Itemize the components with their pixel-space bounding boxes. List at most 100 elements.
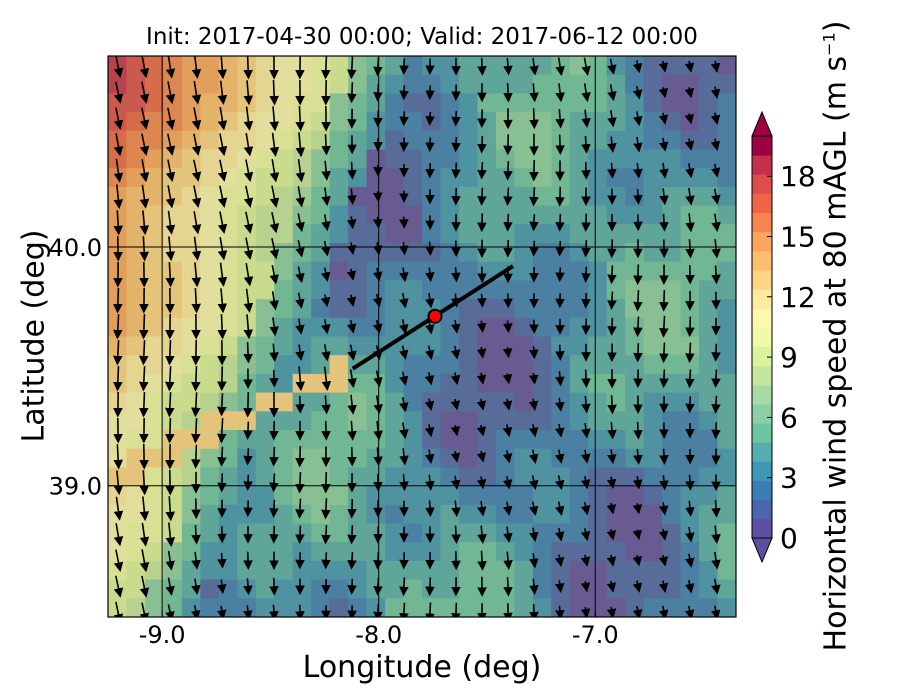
wind-vector (191, 236, 202, 261)
field-cell (662, 336, 682, 356)
wind-vector (581, 422, 591, 439)
field-cell (680, 542, 700, 562)
field-cell (440, 74, 460, 94)
wind-vector (191, 185, 202, 208)
field-cell (403, 598, 423, 617)
field-cell (717, 373, 736, 394)
cross-section-marker (427, 308, 443, 324)
wind-vector (399, 577, 409, 597)
wind-vector (243, 211, 254, 234)
wind-vector (165, 185, 176, 209)
wind-vector (321, 214, 331, 232)
wind-vector (606, 528, 617, 541)
wind-vector (295, 106, 305, 132)
field-cell (126, 130, 146, 151)
wind-vector (269, 159, 280, 183)
wind-vector (555, 371, 565, 387)
field-cell (588, 430, 608, 450)
field-cell (163, 392, 183, 412)
field-cell (514, 486, 534, 506)
field-cell (218, 467, 238, 487)
wind-vector (398, 371, 409, 386)
wind-vector (243, 106, 254, 131)
field-cell (532, 486, 552, 506)
wind-vector (658, 580, 669, 593)
field-cell (329, 542, 349, 562)
field-cell (422, 74, 442, 94)
field-cell (385, 355, 405, 375)
field-cell (514, 317, 534, 338)
field-cell (144, 224, 165, 244)
wind-vector (528, 372, 539, 385)
field-cell (422, 205, 442, 225)
field-cell (200, 542, 220, 562)
field-cell (144, 486, 165, 506)
wind-vector (217, 366, 227, 392)
field-cell (144, 430, 165, 450)
wind-vector (685, 500, 695, 517)
field-cell (422, 411, 442, 431)
wind-vector (347, 420, 357, 441)
field-cell (329, 224, 349, 244)
field-cell (514, 205, 534, 225)
wind-vector (477, 213, 487, 233)
wind-vector (476, 398, 487, 411)
wind-vector (606, 606, 617, 617)
wind-vector (607, 239, 617, 259)
wind-vector (451, 111, 461, 127)
wind-vector (321, 56, 331, 80)
colorbar-segment (752, 270, 772, 290)
wind-vector (658, 501, 669, 516)
wind-vector (217, 80, 228, 105)
field-cell (200, 448, 220, 468)
wind-vector (580, 528, 591, 542)
wind-vector (399, 552, 409, 570)
colorbar-segment (752, 289, 772, 309)
colorbar-tick-label: 15 (780, 221, 816, 254)
field-cell (422, 280, 442, 300)
field-cell (514, 261, 534, 281)
wind-vector (711, 525, 721, 545)
wind-vector (191, 107, 202, 131)
field-cell (662, 280, 682, 300)
field-cell (717, 112, 736, 132)
wind-vector (685, 396, 695, 414)
wind-vector (607, 162, 617, 179)
field-cell (514, 373, 534, 394)
field-cell (422, 598, 442, 617)
field-cell (366, 149, 386, 169)
field-cell (495, 205, 515, 225)
wind-vector (685, 213, 695, 233)
field-cell (274, 504, 294, 525)
wind-vector (347, 525, 357, 545)
field-cell (643, 560, 663, 581)
field-cell (237, 392, 257, 412)
wind-vector (632, 580, 643, 593)
field-cell (200, 373, 220, 394)
field-cell (495, 598, 515, 617)
field-cell (366, 411, 386, 431)
field-cell (458, 93, 479, 113)
field-cell (495, 74, 515, 94)
wind-vector (607, 395, 617, 415)
wind-vector (216, 605, 227, 617)
wind-vector (269, 499, 279, 518)
wind-vector (581, 266, 591, 283)
wind-vector (139, 236, 150, 262)
wind-vector (529, 108, 539, 130)
wind-vector (321, 498, 331, 520)
field-cell (514, 392, 534, 412)
wind-vector (347, 82, 357, 104)
wind-vector (633, 188, 643, 205)
field-cell (329, 411, 349, 431)
field-cell (643, 579, 663, 599)
field-cell (477, 355, 497, 375)
field-cell (643, 168, 663, 188)
field-cell (329, 373, 349, 394)
field-cell (717, 168, 736, 188)
wind-vector (425, 577, 435, 597)
wind-vector (373, 526, 383, 544)
field-cell (366, 74, 386, 94)
field-cell (514, 336, 534, 356)
field-cell (126, 598, 146, 617)
